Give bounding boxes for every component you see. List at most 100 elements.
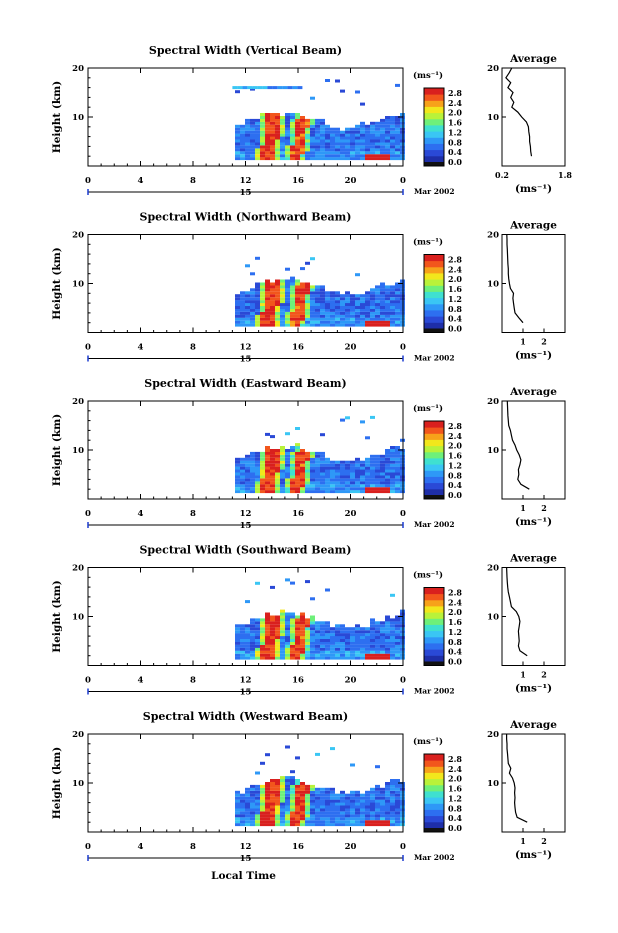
heatmap-cell [375, 633, 380, 637]
heatmap-cell [345, 478, 350, 482]
heatmap-cell [290, 650, 295, 654]
x-tick-label: 20 [345, 176, 357, 186]
heatmap-cell [265, 621, 270, 625]
heatmap-cell [260, 799, 265, 803]
heatmap-cell [285, 621, 290, 625]
panel-title: Spectral Width (Northward Beam) [140, 211, 352, 224]
heatmap-cell [350, 323, 355, 327]
heatmap-cell [305, 472, 310, 476]
heatmap-cell [315, 475, 320, 479]
heatmap-cell [310, 157, 315, 161]
heatmap-cell [250, 469, 255, 473]
heatmap-cell [295, 317, 300, 321]
heatmap-cell [310, 636, 315, 639]
heatmap-cell [320, 478, 325, 482]
heatmap-cell [375, 139, 380, 143]
heatmap-cell [300, 808, 305, 812]
heatmap-cell [360, 311, 365, 315]
heatmap-cell [345, 808, 350, 812]
heatmap-cell [290, 647, 295, 651]
heatmap-cell [255, 581, 260, 585]
colorbar-tick-label: 0.8 [448, 637, 462, 647]
colorbar-tick-label: 0.8 [448, 803, 462, 813]
heatmap-cell [235, 308, 240, 312]
heatmap-cell [390, 790, 395, 794]
heatmap-cell [390, 779, 395, 782]
heatmap-cell [340, 460, 345, 464]
month-label: Mar 2002 [414, 354, 455, 363]
heatmap-cell [290, 308, 295, 312]
heatmap-cell [375, 808, 380, 812]
heatmap-cell [240, 490, 245, 494]
heatmap-cell [295, 121, 300, 125]
heatmap-cell [330, 647, 335, 651]
heatmap-cell [360, 320, 365, 324]
heatmap-cell [340, 469, 345, 473]
heatmap-cell [240, 297, 245, 301]
profile-title: Average [509, 386, 557, 398]
heatmap-cell [250, 805, 255, 809]
heatmap-cell [355, 820, 360, 824]
heatmap-cell [265, 627, 270, 631]
heatmap-cell [290, 612, 295, 616]
heatmap-cell [350, 463, 355, 467]
heatmap-cell [260, 790, 265, 794]
heatmap-cell [335, 294, 340, 298]
heatmap-cell [355, 151, 360, 155]
heatmap-cell [295, 633, 300, 637]
heatmap-cell [365, 311, 370, 315]
heatmap-cell [315, 311, 320, 315]
heatmap-cell [360, 136, 365, 140]
heatmap-cell [345, 148, 350, 152]
heatmap-cell [305, 308, 310, 312]
heatmap-cell [245, 124, 250, 128]
heatmap-cell [260, 805, 265, 809]
heatmap-cell [340, 630, 345, 634]
heatmap-cell [235, 300, 240, 304]
heatmap-cell [270, 636, 275, 639]
heatmap-cell [380, 308, 385, 312]
heatmap-cell [375, 311, 380, 315]
heatmap-cell [370, 656, 375, 660]
heatmap-cell [250, 808, 255, 812]
heatmap-cell [340, 481, 345, 485]
colorbar-swatch [424, 322, 444, 329]
heatmap-cell [380, 644, 385, 648]
heatmap-cell [360, 490, 365, 494]
heatmap-cell [370, 814, 375, 818]
colorbar-swatch [424, 476, 444, 484]
heatmap-cell [380, 787, 385, 791]
heatmap-cell [280, 639, 285, 642]
heatmap-cell [380, 799, 385, 803]
colorbar-swatch [424, 94, 444, 101]
heatmap-cell [270, 782, 275, 785]
heatmap-cell [345, 157, 350, 161]
heatmap-cell [280, 650, 285, 654]
heatmap-cell [245, 306, 250, 309]
heatmap-cell [290, 323, 295, 327]
heatmap-cell [385, 647, 390, 651]
heatmap-cell [340, 472, 345, 476]
heatmap-cell [330, 630, 335, 634]
heatmap-cell [270, 118, 275, 122]
heatmap-cell [315, 133, 320, 137]
heatmap-cell [365, 481, 370, 485]
heatmap-cell [345, 823, 350, 827]
heatmap-cell [350, 133, 355, 137]
heatmap-cell [245, 317, 250, 321]
colorbar-tick-label: 0.8 [448, 137, 462, 147]
heatmap-cell [255, 151, 260, 155]
heatmap-cell [330, 463, 335, 467]
colorbar-frame [423, 87, 445, 167]
heatmap-cell [370, 454, 375, 458]
heatmap-cell [325, 314, 330, 318]
heatmap-cell [355, 799, 360, 803]
heatmap-cell [350, 139, 355, 143]
heatmap-cell [265, 451, 270, 455]
heatmap-cell [355, 627, 360, 631]
heatmap-cell [300, 641, 305, 645]
y-tick-label: 20 [72, 564, 84, 574]
heatmap-cell [310, 793, 315, 797]
heatmap-cell [325, 145, 330, 149]
heatmap-cell [260, 787, 265, 791]
